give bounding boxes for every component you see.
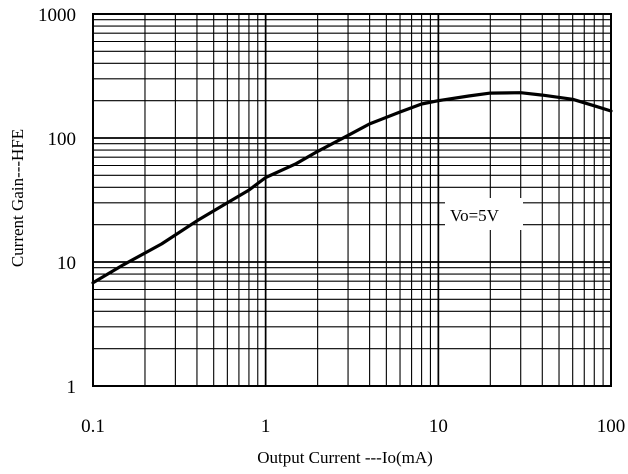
plot-frame (92, 13, 612, 387)
annotation-box: Vo=5V (445, 198, 523, 230)
y-tick-label: 10 (57, 253, 76, 274)
x-tick-label: 1 (261, 416, 271, 437)
y-tick-label: 1000 (38, 5, 76, 26)
x-tick-labels: 0.1 1 10 100 (81, 416, 625, 437)
x-tick-label: 0.1 (81, 416, 105, 437)
annotation-vo-label: Vo=5V (450, 206, 500, 225)
y-tick-label: 1 (67, 377, 77, 398)
x-axis-title: Output Current ---Io(mA) (257, 448, 433, 467)
series-layer (91, 91, 613, 285)
y-axis-title: Current Gain---HFE (8, 129, 27, 267)
major-gridlines (92, 13, 612, 387)
minor-gridlines (93, 14, 611, 386)
x-tick-label: 10 (429, 416, 448, 437)
x-tick-label: 100 (597, 416, 626, 437)
y-tick-label: 100 (48, 129, 77, 150)
series-line-0 (91, 91, 613, 285)
y-tick-labels: 1 10 100 1000 (38, 5, 76, 398)
